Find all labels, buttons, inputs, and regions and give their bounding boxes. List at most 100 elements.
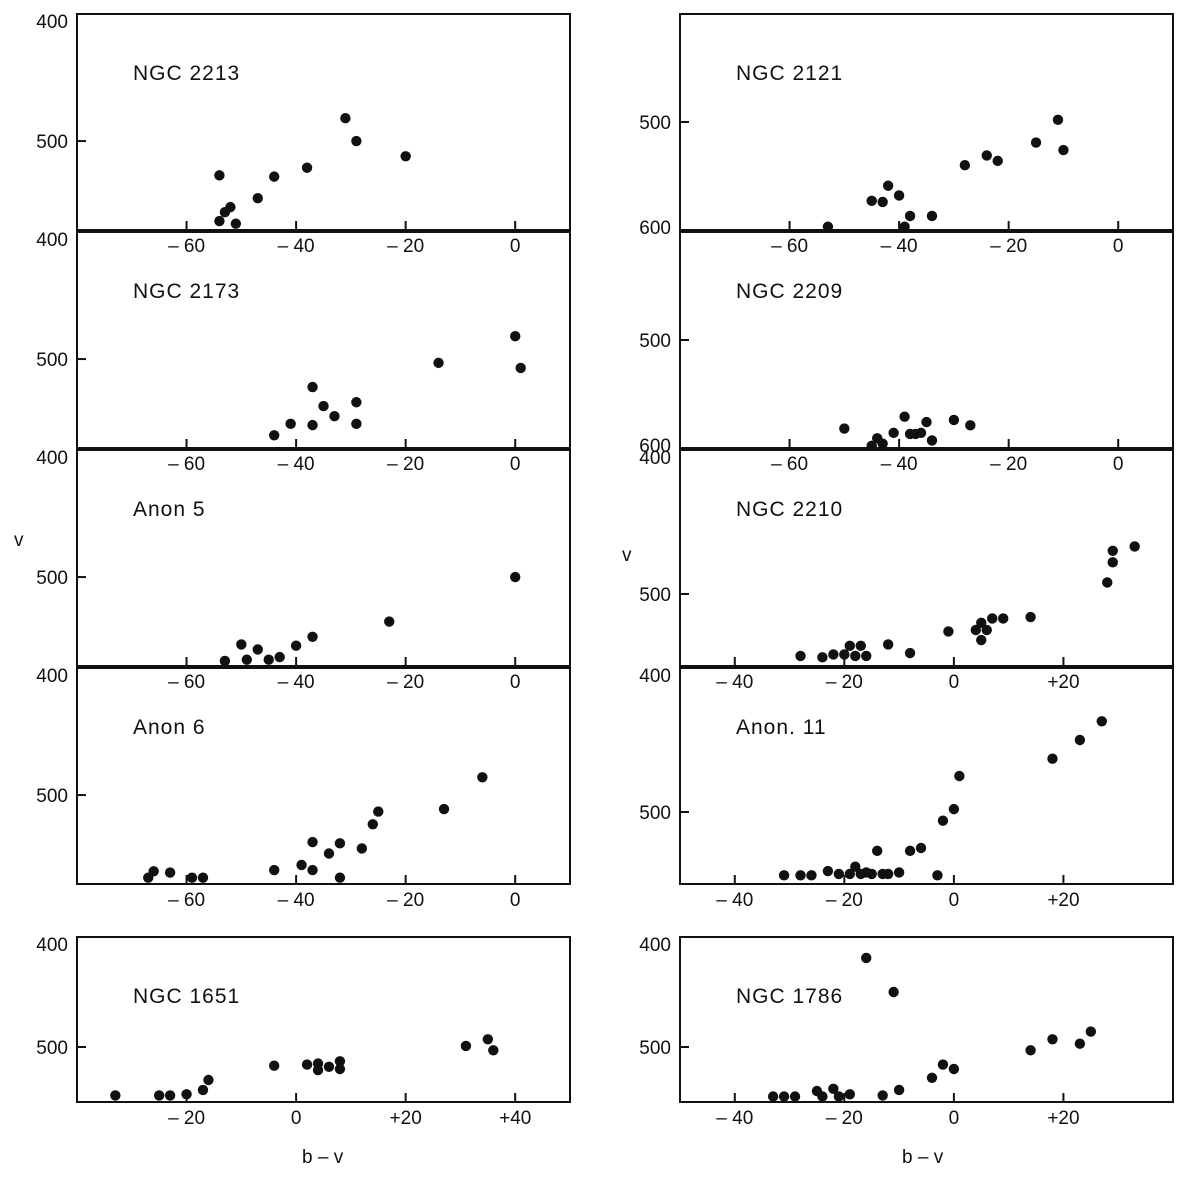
data-point [833, 1091, 845, 1102]
data-point [943, 626, 954, 637]
x-tick-label: – 20 [990, 454, 1027, 475]
x-tick-label: – 60 [168, 890, 205, 911]
x-tick-label: 0 [949, 1108, 960, 1129]
data-point [301, 1059, 313, 1070]
data-point [307, 381, 318, 393]
panel-frame [76, 231, 571, 449]
data-point [888, 986, 899, 998]
data-point [307, 836, 318, 848]
x-tick-label: – 40 [716, 890, 753, 911]
data-point [334, 838, 346, 849]
data-point [987, 613, 998, 624]
data-point [1025, 1045, 1036, 1056]
panel-title: Anon 6 [133, 716, 206, 739]
y-tick-label: 600 [639, 218, 671, 239]
data-point [290, 640, 302, 651]
data-point [1058, 144, 1069, 156]
data-point [477, 772, 488, 783]
data-point [817, 1091, 828, 1102]
x-tick-label: +20 [1047, 890, 1079, 911]
data-point [153, 1090, 165, 1101]
data-point [828, 649, 839, 660]
y-tick-label: 500 [36, 786, 68, 807]
data-point [981, 150, 992, 161]
x-tick-label: 0 [291, 1108, 302, 1129]
data-point [181, 1089, 192, 1100]
data-point [1047, 753, 1058, 764]
data-point [844, 868, 856, 880]
panel-ngc-2213: NGC 2213 – 60 – 40 – 20 0 400 500 [36, 12, 571, 257]
data-point [307, 419, 318, 431]
data-point [795, 870, 806, 881]
y-tick-label: 500 [639, 331, 671, 352]
data-point [351, 135, 362, 147]
x-tick-label: – 60 [168, 672, 205, 693]
data-point [1096, 716, 1107, 727]
data-point [882, 868, 894, 880]
y-tick-label: 400 [639, 935, 671, 956]
data-point [932, 870, 943, 881]
panel-anon-6: Anon 6 – 60 – 40 – 20 0 400 500 [36, 666, 571, 911]
left-ylabel: v [14, 530, 24, 551]
data-point [981, 624, 992, 636]
y-tick-label: 500 [36, 350, 68, 371]
x-tick-label: 0 [510, 890, 521, 911]
panel-title: NGC 2121 [736, 62, 843, 85]
panel-title: NGC 2213 [133, 62, 240, 85]
data-point [1047, 1034, 1058, 1045]
y-tick-label: 400 [36, 666, 68, 687]
data-point [367, 819, 378, 830]
data-point [778, 1091, 790, 1102]
data-point [970, 624, 981, 636]
data-point [817, 652, 828, 663]
data-point [323, 848, 335, 859]
data-point [844, 640, 856, 652]
x-tick-label: – 20 [387, 236, 424, 257]
data-point [850, 650, 861, 662]
x-tick-label: – 20 [826, 1108, 863, 1129]
right-xlabel: b – v [902, 1147, 944, 1168]
data-point [850, 861, 861, 872]
x-tick-label: +20 [1047, 672, 1079, 693]
data-point [351, 397, 362, 408]
panel-anon-11: Anon. 11 – 40 – 20 0 +20 400 500 [639, 666, 1174, 911]
data-point [334, 1063, 346, 1075]
x-tick-label: +20 [1047, 1108, 1079, 1129]
data-point [882, 639, 894, 650]
data-point [795, 650, 806, 662]
data-point [312, 1058, 324, 1069]
data-point [340, 112, 351, 124]
x-tick-label: – 20 [168, 1108, 205, 1129]
data-point [263, 654, 274, 665]
x-tick-label: – 60 [771, 236, 808, 257]
data-point [948, 1063, 960, 1075]
data-point [1025, 611, 1036, 623]
data-point [893, 867, 905, 878]
panel-ngc-1651: NGC 1651 – 20 0 +20 +40 400 500 [36, 935, 571, 1129]
data-point [510, 571, 521, 583]
data-point [899, 221, 910, 232]
panel-title: NGC 2173 [133, 280, 240, 303]
data-point [893, 190, 905, 201]
data-point [976, 634, 987, 646]
data-point [948, 414, 960, 426]
y-tick-label: 400 [639, 666, 671, 687]
panel-frame [679, 231, 1174, 449]
x-tick-label: 0 [510, 672, 521, 693]
data-point [844, 1089, 856, 1100]
data-point [926, 210, 938, 222]
data-point [307, 864, 318, 876]
y-tick-label: 500 [639, 113, 671, 134]
data-point [965, 420, 976, 431]
data-point [839, 649, 850, 660]
panel-anon-5: Anon 5 – 60 – 40 – 20 0 400 500 [36, 448, 571, 693]
panel-ngc-1786: NGC 1786 – 40 – 20 0 +20 400 500 [639, 935, 1174, 1129]
data-point [197, 872, 209, 883]
data-point [269, 171, 280, 182]
data-point [778, 870, 790, 881]
x-tick-label: – 40 [716, 672, 753, 693]
data-point [866, 195, 877, 207]
data-point [872, 845, 883, 857]
data-point [822, 221, 834, 232]
